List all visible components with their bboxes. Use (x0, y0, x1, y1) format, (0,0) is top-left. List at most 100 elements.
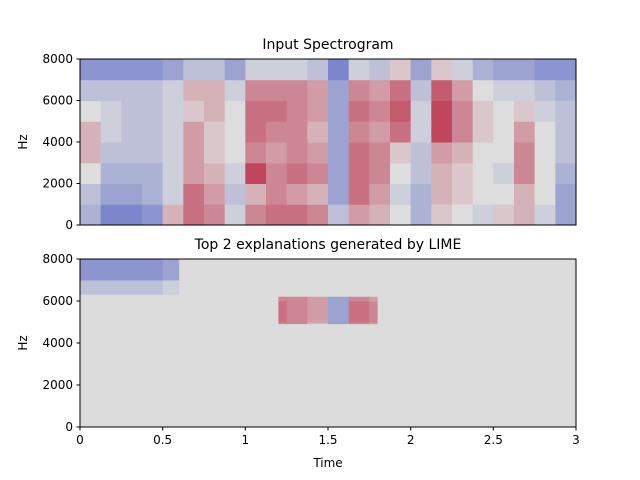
heat-cell (410, 183, 432, 205)
heat-cell (369, 204, 391, 226)
heat-cell (245, 121, 267, 143)
y-tick-label: 6000 (42, 94, 73, 108)
heat-cell (204, 142, 226, 164)
heat-cell (183, 204, 205, 226)
heatmap (80, 59, 577, 226)
heat-cell (431, 100, 453, 122)
heat-cell (121, 121, 143, 143)
heat-cell (534, 183, 556, 205)
y-tick-label: 8000 (42, 252, 73, 266)
chart-title: Input Spectrogram (262, 37, 393, 53)
heat-cell (328, 183, 350, 205)
heat-cell (452, 100, 474, 122)
heat-cell (183, 79, 205, 101)
heat-cell (286, 183, 308, 205)
heat-cell (80, 204, 102, 226)
heat-cell (80, 280, 102, 295)
heat-cell (80, 162, 102, 184)
x-tick-label: 1 (242, 433, 250, 447)
heat-cell (245, 59, 267, 81)
heat-cell (121, 280, 143, 295)
heat-cell (452, 183, 474, 205)
heat-cell (162, 79, 184, 101)
x-tick-label: 1.5 (318, 433, 337, 447)
y-tick-label: 4000 (42, 135, 73, 149)
heat-cell (162, 162, 184, 184)
heat-cell (534, 142, 556, 164)
heat-cell (390, 204, 412, 226)
heat-cell (328, 142, 350, 164)
y-axis-label: Hz (16, 134, 30, 149)
heat-cell (307, 301, 329, 323)
y-tick-label: 6000 (42, 294, 73, 308)
heat-cell (245, 79, 267, 101)
heat-cell (142, 142, 164, 164)
y-tick-label: 0 (65, 218, 73, 232)
heat-cell (348, 183, 370, 205)
heat-cell (100, 59, 122, 81)
heat-cell (142, 280, 164, 295)
heat-cell (142, 79, 164, 101)
heat-cell (431, 183, 453, 205)
heat-cell (348, 121, 370, 143)
heat-cell (348, 301, 370, 323)
heat-cell (224, 183, 246, 205)
heat-cell (80, 100, 102, 122)
heat-cell (390, 162, 412, 184)
heat-cell (142, 59, 164, 81)
heat-cell (266, 100, 288, 122)
heat-cell (534, 59, 556, 81)
heat-cell (555, 59, 577, 81)
heat-cell (555, 183, 577, 205)
heat-cell (514, 162, 536, 184)
heat-cell (307, 59, 329, 81)
heat-cell (328, 162, 350, 184)
chart-title: Top 2 explanations generated by LIME (194, 237, 462, 253)
heat-cell (390, 100, 412, 122)
heat-cell (472, 142, 494, 164)
heat-cell (121, 183, 143, 205)
heat-cell (204, 100, 226, 122)
heat-cell (307, 142, 329, 164)
heat-cell (121, 259, 143, 281)
x-tick-label: 0 (76, 433, 84, 447)
heat-cell (452, 142, 474, 164)
heat-cell (100, 280, 122, 295)
heat-cell (224, 204, 246, 226)
heat-cell (278, 301, 288, 323)
heat-cell (410, 100, 432, 122)
heat-cell (390, 183, 412, 205)
y-tick-label: 4000 (42, 336, 73, 350)
y-tick-label: 0 (65, 420, 73, 434)
heat-cell (286, 296, 308, 302)
heat-cell (472, 100, 494, 122)
heat-cell (472, 183, 494, 205)
heat-cell (80, 259, 102, 281)
heat-cell (266, 183, 288, 205)
heat-cell (80, 79, 102, 101)
heat-cell (278, 322, 288, 325)
heat-cell (452, 121, 474, 143)
heat-cell (121, 79, 143, 101)
y-tick-label: 2000 (42, 378, 73, 392)
heat-cell (266, 162, 288, 184)
heat-cell (80, 121, 102, 143)
heat-cell (390, 79, 412, 101)
heat-cell (142, 259, 164, 281)
heat-cell (514, 79, 536, 101)
heat-cell (431, 142, 453, 164)
heat-cell (514, 121, 536, 143)
y-tick-label: 2000 (42, 177, 73, 191)
heat-cell (266, 59, 288, 81)
x-tick-label: 2.5 (484, 433, 503, 447)
heat-cell (100, 259, 122, 281)
heat-cell (493, 79, 515, 101)
heat-cell (183, 183, 205, 205)
x-tick-label: 0.5 (153, 433, 172, 447)
heat-cell (80, 183, 102, 205)
heat-cell (183, 142, 205, 164)
heat-cell (162, 142, 184, 164)
heat-cell (369, 142, 391, 164)
heat-cell (410, 142, 432, 164)
heat-cell (348, 162, 370, 184)
